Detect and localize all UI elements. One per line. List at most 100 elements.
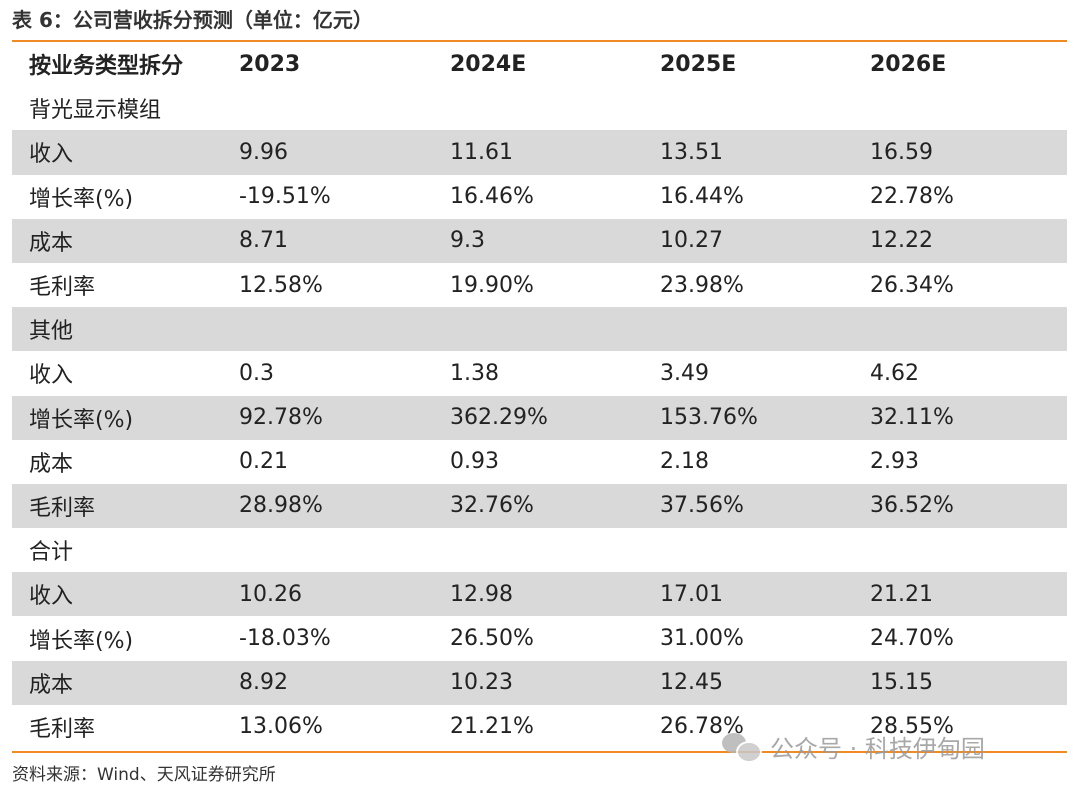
- row-label: 毛利率: [12, 483, 222, 529]
- table-cell: 31.00%: [660, 626, 744, 652]
- row-label: 合计: [29, 540, 74, 566]
- table-cell: 36.52%: [853, 483, 1067, 529]
- table-row: 增长率(%) -19.51% 16.46% 16.44% 22.78%: [12, 175, 1067, 219]
- table-row: 收入 10.26 12.98 17.01 21.21: [12, 572, 1067, 617]
- header-cell-2023: 2023: [239, 51, 301, 77]
- table-cell: 15.15: [853, 660, 1067, 705]
- row-label: 成本: [12, 218, 222, 263]
- table-cell: 10.26: [222, 572, 433, 617]
- table-cell: 12.58%: [239, 272, 323, 298]
- table-cell: 16.59: [853, 130, 1067, 175]
- table-cell: 26.34%: [870, 272, 954, 298]
- table-row: 成本 0.21 0.93 2.18 2.93: [12, 440, 1067, 484]
- table-cell: 22.78%: [870, 184, 954, 210]
- table-row: 毛利率 12.58% 19.90% 23.98% 26.34%: [12, 263, 1067, 307]
- table-cell: [222, 528, 433, 572]
- table-cell: 23.98%: [660, 272, 744, 298]
- table-cell: 13.06%: [239, 714, 323, 740]
- table-cell: 12.22: [853, 218, 1067, 263]
- table-cell: 21.21%: [450, 714, 534, 740]
- table-cell: 32.11%: [853, 395, 1067, 440]
- table-cell: [643, 528, 853, 572]
- table-cell: 13.51: [643, 130, 853, 175]
- row-label: 其他: [12, 307, 222, 352]
- row-label: 收入: [12, 130, 222, 175]
- table-row: 收入 9.96 11.61 13.51 16.59: [12, 130, 1067, 175]
- table-cell: 1.38: [450, 360, 499, 386]
- table-cell: 16.44%: [660, 184, 744, 210]
- table-cell: [643, 86, 853, 130]
- table-cell: [222, 307, 433, 352]
- table-cell: 12.98: [433, 572, 643, 617]
- top-rule: [12, 40, 1067, 42]
- header-cell-category: 按业务类型拆分: [29, 54, 184, 80]
- table-row: 增长率(%) 92.78% 362.29% 153.76% 32.11%: [12, 395, 1067, 440]
- table-cell: [853, 86, 1067, 130]
- table-cell: 92.78%: [222, 395, 433, 440]
- table-cell: 3.49: [660, 360, 709, 386]
- table-cell: 12.45: [643, 660, 853, 705]
- row-label: 收入: [12, 572, 222, 617]
- table-cell: 28.98%: [222, 483, 433, 529]
- table-cell: 2.93: [870, 449, 919, 475]
- header-cell-2025e: 2025E: [660, 51, 737, 77]
- section-row-other: 其他: [12, 307, 1067, 352]
- table-cell: 9.96: [222, 130, 433, 175]
- table-cell: 28.55%: [870, 714, 954, 740]
- table-row: 毛利率 28.98% 32.76% 37.56% 36.52%: [12, 483, 1067, 529]
- row-label: 增长率(%): [29, 186, 134, 212]
- table-cell: 4.62: [870, 360, 919, 386]
- row-label: 毛利率: [29, 716, 96, 742]
- table-cell: 2.18: [660, 449, 709, 475]
- row-label: 背光显示模组: [29, 98, 162, 124]
- header-row: 按业务类型拆分 2023 2024E 2025E 2026E: [12, 42, 1067, 86]
- table-cell: 8.71: [222, 218, 433, 263]
- source-note: 资料来源：Wind、天风证券研究所: [12, 765, 276, 785]
- table-row: 毛利率 13.06% 21.21% 26.78% 28.55%: [12, 705, 1067, 749]
- table-row: 成本 8.71 9.3 10.27 12.22: [12, 218, 1067, 263]
- table-cell: 10.23: [433, 660, 643, 705]
- table-row: 收入 0.3 1.38 3.49 4.62: [12, 351, 1067, 395]
- header-cell-2026e: 2026E: [870, 51, 947, 77]
- table-cell: 0.93: [450, 449, 499, 475]
- table-cell: -19.51%: [239, 184, 331, 210]
- forecast-table: 按业务类型拆分 2023 2024E 2025E 2026E 背光显示模组 收入…: [12, 42, 1067, 749]
- header-cell-2024e: 2024E: [450, 51, 527, 77]
- section-row-total: 合计: [12, 528, 1067, 572]
- table-title: 表 6：公司营收拆分预测（单位：亿元）: [12, 8, 373, 32]
- table-cell: 9.3: [433, 218, 643, 263]
- table-cell: 8.92: [222, 660, 433, 705]
- table-cell: [853, 528, 1067, 572]
- bottom-rule: [12, 751, 1067, 753]
- table-row: 增长率(%) -18.03% 26.50% 31.00% 24.70%: [12, 616, 1067, 660]
- table-cell: 0.21: [239, 449, 288, 475]
- table-row: 成本 8.92 10.23 12.45 15.15: [12, 660, 1067, 705]
- table-cell: 26.50%: [450, 626, 534, 652]
- table-cell: [433, 528, 643, 572]
- table-cell: 37.56%: [643, 483, 853, 529]
- table-cell: 11.61: [433, 130, 643, 175]
- row-label: 成本: [29, 451, 74, 477]
- row-label: 毛利率: [29, 275, 96, 301]
- table-cell: 10.27: [643, 218, 853, 263]
- table-cell: 153.76%: [643, 395, 853, 440]
- row-label: 收入: [29, 363, 74, 389]
- table-cell: [853, 307, 1067, 352]
- wechat-icon: [722, 731, 762, 763]
- table-cell: [222, 86, 433, 130]
- watermark-text: 公众号 · 科技伊甸园: [770, 734, 985, 763]
- table-cell: 0.3: [239, 360, 274, 386]
- table-cell: 32.76%: [433, 483, 643, 529]
- section-row-backlight: 背光显示模组: [12, 86, 1067, 130]
- table-cell: [643, 307, 853, 352]
- table-cell: 17.01: [643, 572, 853, 617]
- row-label: 成本: [12, 660, 222, 705]
- table-cell: -18.03%: [239, 626, 331, 652]
- table-cell: 19.90%: [450, 272, 534, 298]
- table-cell: 362.29%: [433, 395, 643, 440]
- table-cell: [433, 307, 643, 352]
- table-cell: 16.46%: [450, 184, 534, 210]
- table-cell: [433, 86, 643, 130]
- row-label: 增长率(%): [12, 395, 222, 440]
- table-cell: 21.21: [853, 572, 1067, 617]
